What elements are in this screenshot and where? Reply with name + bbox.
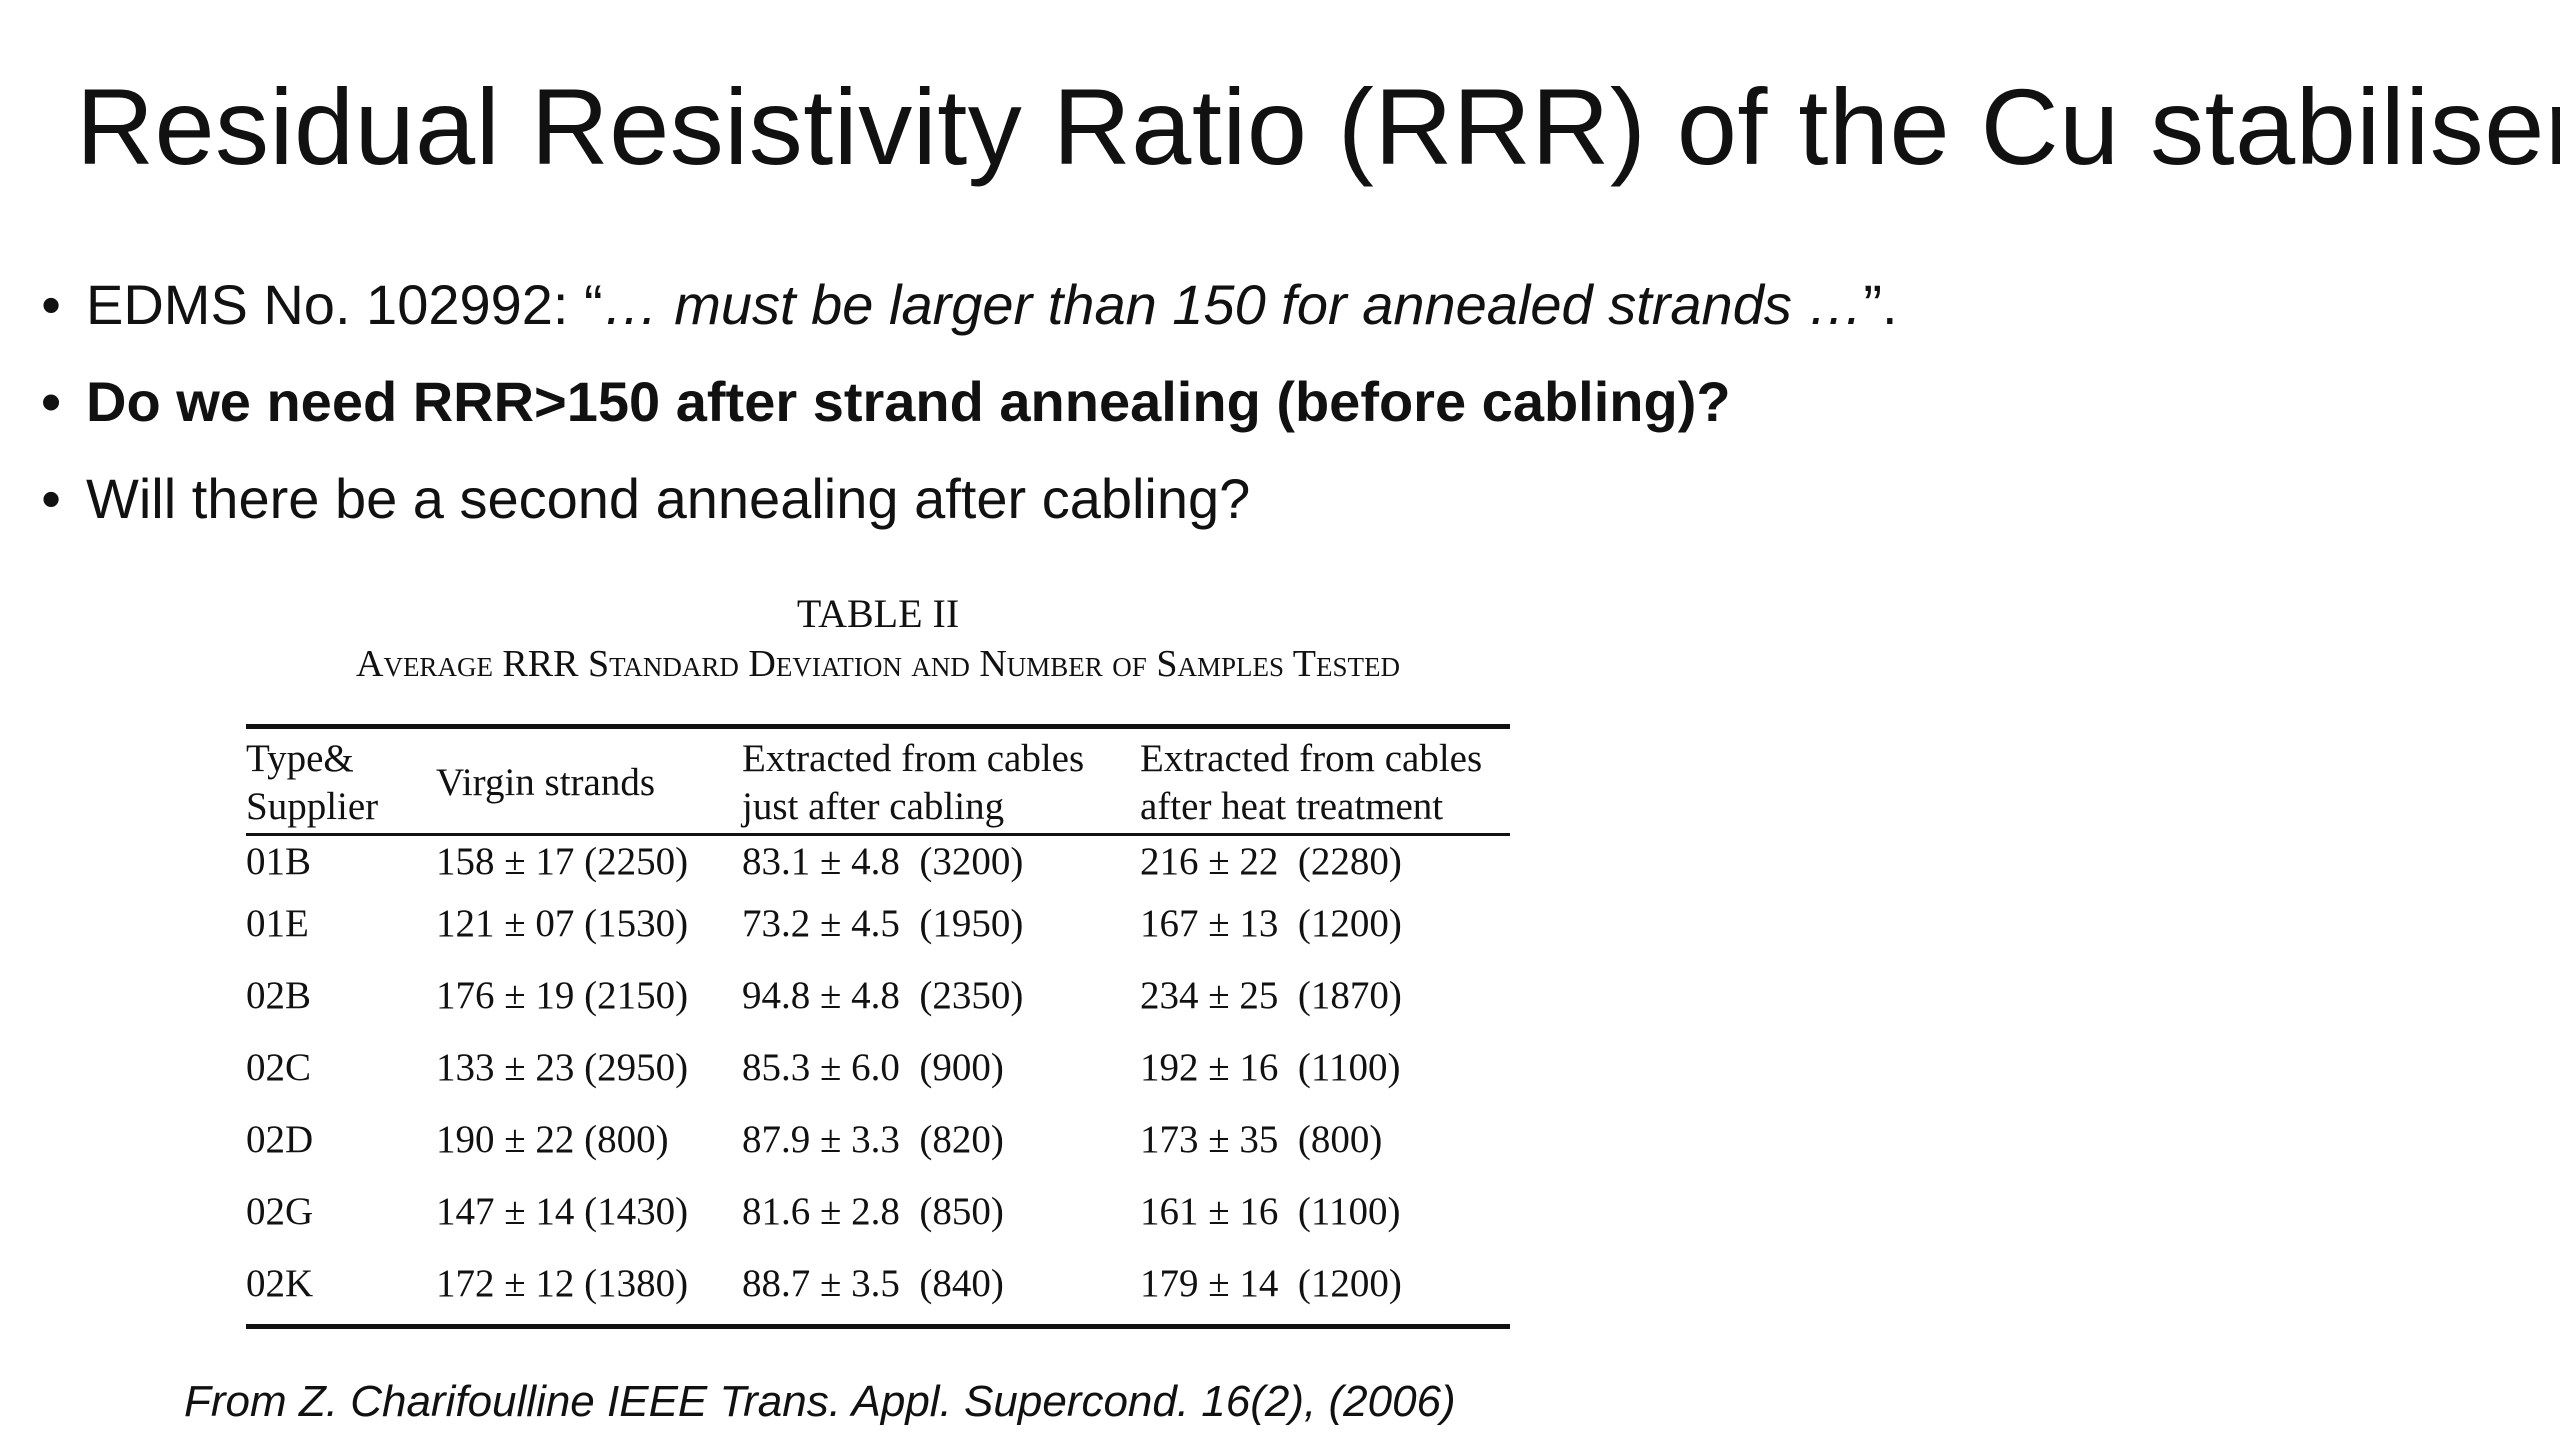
header-after-cabling: Extracted from cables just after cabling bbox=[742, 737, 1085, 828]
cell-after-cabling: 83.1 ± 4.8 (3200) bbox=[742, 840, 1024, 883]
cell-virgin-strands: 190 ± 22 (800) bbox=[436, 1118, 669, 1161]
header-type-supplier: Type& Supplier bbox=[246, 737, 379, 828]
table-row: 02D 190 ± 22 (800) 87.9 ± 3.3 (820) 173 ± 3… bbox=[246, 1104, 1510, 1176]
cell-after-cabling: 85.3 ± 6.0 (900) bbox=[742, 1046, 1004, 1089]
slide-title: Residual Resistivity Ratio (RRR) of the … bbox=[76, 66, 2560, 187]
cell-virgin-strands: 176 ± 19 (2150) bbox=[436, 974, 689, 1017]
cell-type-supplier: 01E bbox=[246, 902, 309, 945]
table-heading: TABLE II bbox=[796, 591, 960, 636]
cell-after-heat-treatment: 192 ± 16 (1100) bbox=[1140, 1046, 1401, 1089]
bullet-suffix: ”. bbox=[1863, 273, 1898, 336]
header-virgin-strands: Virgin strands bbox=[436, 761, 656, 804]
cell-after-cabling: 88.7 ± 3.5 (840) bbox=[742, 1262, 1004, 1305]
table-row: 02B 176 ± 19 (2150) 94.8 ± 4.8 (2350) 234 ±… bbox=[246, 960, 1510, 1032]
cell-after-heat-treatment: 216 ± 22 (2280) bbox=[1140, 840, 1402, 883]
table-header: Type& Supplier Virgin strands Extracted f… bbox=[246, 726, 1510, 835]
cell-virgin-strands: 147 ± 14 (1430) bbox=[436, 1190, 689, 1233]
table-row: 01E 121 ± 07 (1530) 73.2 ± 4.5 (1950) 167 ±… bbox=[246, 888, 1510, 960]
bullet-edms-requirement: • EDMS No. 102992: “… must be larger tha… bbox=[36, 256, 1898, 353]
bullet-question-second-annealing: • Will there be a second annealing after… bbox=[36, 450, 1898, 547]
bullet-list: • EDMS No. 102992: “… must be larger tha… bbox=[36, 256, 1898, 547]
cell-virgin-strands: 133 ± 23 (2950) bbox=[436, 1046, 689, 1089]
cell-after-cabling: 87.9 ± 3.3 (820) bbox=[742, 1118, 1004, 1161]
cell-after-heat-treatment: 167 ± 13 (1200) bbox=[1140, 902, 1402, 945]
cell-virgin-strands: 158 ± 17 (2250) bbox=[436, 840, 689, 883]
table-row: 02C 133 ± 23 (2950) 85.3 ± 6.0 (900) 192 ± … bbox=[246, 1032, 1510, 1104]
cell-after-heat-treatment: 173 ± 35 (800) bbox=[1140, 1118, 1383, 1161]
bullet-prefix: EDMS No. 102992: “ bbox=[86, 273, 603, 336]
bullet-question-annealing: • Do we need RRR>150 after strand anneal… bbox=[36, 353, 1898, 450]
cell-virgin-strands: 121 ± 07 (1530) bbox=[436, 902, 689, 945]
cell-type-supplier: 01B bbox=[246, 840, 312, 883]
bullet-dot-icon: • bbox=[41, 467, 61, 530]
table-row: 01B 158 ± 17 (2250) 83.1 ± 4.8 (3200) 216 ±… bbox=[246, 835, 1510, 889]
cell-after-heat-treatment: 234 ± 25 (1870) bbox=[1140, 974, 1402, 1017]
header-after-heat-treatment: Extracted from cables after heat treatmen… bbox=[1140, 737, 1483, 828]
table-header-row: Type& Supplier Virgin strands Extracted f… bbox=[246, 726, 1510, 835]
cell-after-cabling: 81.6 ± 2.8 (850) bbox=[742, 1190, 1004, 1233]
table-row: 02K 172 ± 12 (1380) 88.7 ± 3.5 (840) 179 ± … bbox=[246, 1248, 1510, 1327]
cell-type-supplier: 02K bbox=[246, 1262, 314, 1305]
cell-after-heat-treatment: 179 ± 14 (1200) bbox=[1140, 1262, 1402, 1305]
table-row: 02G 147 ± 14 (1430) 81.6 ± 2.8 (850) 161 ± … bbox=[246, 1176, 1510, 1248]
rrr-table: Type& Supplier Virgin strands Extracted f… bbox=[246, 724, 1510, 1329]
cell-type-supplier: 02B bbox=[246, 974, 312, 1017]
cell-after-cabling: 73.2 ± 4.5 (1950) bbox=[742, 902, 1024, 945]
cell-virgin-strands: 172 ± 12 (1380) bbox=[436, 1262, 689, 1305]
source-citation: From Z. Charifoulline IEEE Trans. Appl. … bbox=[184, 1377, 1456, 1426]
cell-after-heat-treatment: 161 ± 16 (1100) bbox=[1140, 1190, 1401, 1233]
cell-type-supplier: 02G bbox=[246, 1190, 314, 1233]
table-caption: Average RRR Standard Deviation and Numbe… bbox=[356, 643, 1400, 685]
bullet-quote: … must be larger than 150 for annealed s… bbox=[602, 273, 1864, 336]
bullet-text: Do we need RRR>150 after strand annealin… bbox=[86, 370, 1731, 433]
bullet-dot-icon: • bbox=[41, 370, 61, 433]
bullet-text: Will there be a second annealing after c… bbox=[86, 467, 1251, 530]
table-body: 01B 158 ± 17 (2250) 83.1 ± 4.8 (3200) 216 ±… bbox=[246, 835, 1510, 1327]
cell-after-cabling: 94.8 ± 4.8 (2350) bbox=[742, 974, 1024, 1017]
cell-type-supplier: 02C bbox=[246, 1046, 312, 1089]
cell-type-supplier: 02D bbox=[246, 1118, 314, 1161]
rrr-table-figure: TABLE II Average RRR Standard Deviation … bbox=[246, 588, 1510, 1329]
bullet-dot-icon: • bbox=[41, 273, 61, 336]
